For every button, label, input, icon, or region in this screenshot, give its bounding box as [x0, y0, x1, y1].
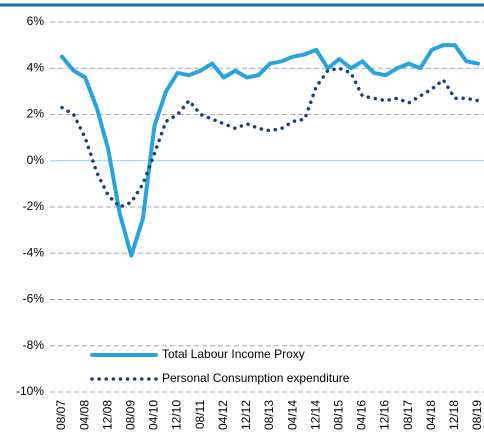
x-tick-label: 04/14: [285, 400, 299, 430]
x-tick-label: 12/14: [308, 400, 322, 430]
legend-label: Total Labour Income Proxy: [162, 347, 305, 361]
x-tick-label: 08/15: [332, 400, 346, 430]
series-line: [60, 43, 480, 258]
x-tick-label: 12/10: [170, 400, 184, 430]
x-tick-label: 08/19: [470, 400, 484, 430]
y-tick-label: 6%: [27, 14, 45, 28]
y-tick-label: 0%: [27, 153, 45, 167]
y-tick-label: 2%: [27, 107, 45, 121]
x-tick-label: 04/12: [216, 400, 230, 430]
series-line: [60, 66, 480, 209]
y-tick-label: -2%: [23, 199, 45, 213]
x-tick-label: 04/18: [424, 400, 438, 430]
legend-label: Personal Consumption expenditure: [162, 371, 350, 385]
y-tick-label: 4%: [27, 60, 45, 74]
x-tick-label: 08/09: [124, 400, 138, 430]
x-tick-label: 08/17: [401, 400, 415, 430]
x-tick-label: 12/12: [239, 400, 253, 430]
x-tick-label: 04/10: [147, 400, 161, 430]
x-tick-label: 12/08: [100, 400, 114, 430]
x-tick-label: 04/08: [77, 400, 91, 430]
x-tick-label: 08/07: [54, 400, 68, 430]
x-tick-label: 04/16: [355, 400, 369, 430]
x-tick-label: 08/11: [193, 400, 207, 429]
y-tick-label: -4%: [23, 245, 45, 259]
x-tick-label: 12/18: [447, 400, 461, 430]
y-tick-label: -6%: [23, 292, 45, 306]
y-tick-label: -8%: [23, 338, 45, 352]
x-tick-label: 08/13: [262, 400, 276, 430]
x-tick-label: 12/16: [378, 400, 392, 430]
y-tick-label: -10%: [16, 384, 44, 398]
